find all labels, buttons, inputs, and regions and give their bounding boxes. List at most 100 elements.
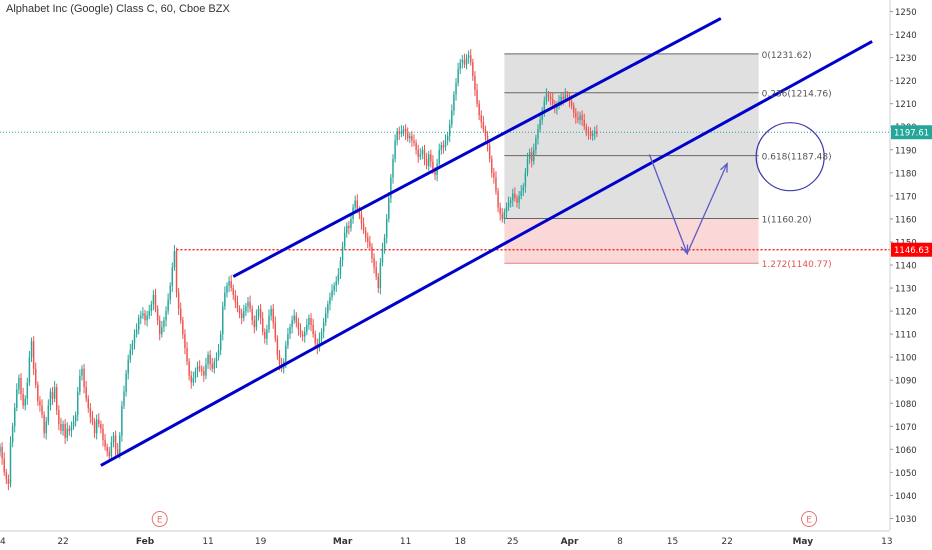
candle-body xyxy=(135,329,138,335)
candle-body xyxy=(144,313,146,321)
time-axis-label: 11 xyxy=(400,537,411,547)
candle-body xyxy=(274,322,277,339)
candle-body xyxy=(228,281,230,286)
candle-body xyxy=(421,149,424,155)
candle-body xyxy=(70,426,73,431)
candle-body xyxy=(442,145,445,148)
candle-body xyxy=(137,318,140,330)
candle-body xyxy=(116,449,119,454)
candle-body xyxy=(396,131,398,141)
candle-body xyxy=(337,274,340,282)
candle-body xyxy=(566,94,569,97)
candle-body xyxy=(64,424,66,438)
time-axis-label: 11 xyxy=(202,537,213,547)
candle-body xyxy=(79,375,81,392)
fib-level-label: 1.272(1140.77) xyxy=(762,260,832,270)
candle-body xyxy=(98,419,100,424)
candle-body xyxy=(184,334,186,348)
price-axis-label: 1170 xyxy=(895,192,917,202)
candle-body xyxy=(230,281,232,289)
candle-body xyxy=(470,55,472,63)
time-axis-label: Apr xyxy=(561,537,579,547)
candle-body xyxy=(30,341,33,358)
candle-body xyxy=(77,391,79,415)
price-axis-label: 1070 xyxy=(895,423,917,433)
candle-body xyxy=(34,368,37,385)
candle-body xyxy=(194,371,197,378)
candle-body xyxy=(41,405,43,415)
chart-title: Alphabet Inc (Google) Class C, 60, Cboe … xyxy=(6,3,230,15)
candle-body xyxy=(207,354,209,365)
candle-body xyxy=(158,320,161,335)
price-axis-label: 1040 xyxy=(895,492,917,502)
time-axis-label: 13 xyxy=(881,537,892,547)
price-axis-label: 1140 xyxy=(895,262,917,272)
candle-body xyxy=(543,101,546,111)
candle-body xyxy=(11,426,14,443)
candle-body xyxy=(175,251,178,293)
candle-body xyxy=(507,202,510,208)
candle-body xyxy=(581,115,583,120)
candle-body xyxy=(495,177,497,192)
candle-body xyxy=(583,119,585,127)
candle-body xyxy=(394,140,396,159)
candle-body xyxy=(572,106,575,113)
time-axis-label: 22 xyxy=(57,537,68,547)
candle-body xyxy=(383,237,386,249)
fib-level-label: 0.236(1214.76) xyxy=(762,90,832,100)
candle-body xyxy=(119,435,121,454)
candle-body xyxy=(192,377,195,383)
candle-body xyxy=(272,308,274,323)
candle-body xyxy=(593,131,596,134)
candle-body xyxy=(415,142,417,150)
candle-body xyxy=(314,334,316,344)
candle-body xyxy=(501,214,504,219)
candle-body xyxy=(457,69,459,83)
candle-body xyxy=(114,435,117,450)
resistance-level-tag xyxy=(891,242,932,257)
candle-body xyxy=(358,209,361,215)
candle-body xyxy=(68,428,71,431)
candle-body xyxy=(356,200,358,210)
candle-body xyxy=(24,398,26,406)
candle-body xyxy=(26,382,29,399)
candle-body xyxy=(28,357,31,383)
candle-body xyxy=(575,112,577,118)
candle-body xyxy=(505,207,508,212)
candle-body xyxy=(179,308,182,321)
candle-body xyxy=(327,304,329,314)
candle-body xyxy=(434,170,436,176)
candle-body xyxy=(240,313,243,318)
time-axis-label: May xyxy=(792,537,813,547)
candle-body xyxy=(476,89,478,104)
candle-body xyxy=(535,138,537,150)
candle-body xyxy=(467,55,470,58)
candle-body xyxy=(93,421,96,434)
candle-body xyxy=(146,315,148,321)
candle-body xyxy=(591,133,594,136)
candle-body xyxy=(276,338,279,355)
candle-body xyxy=(526,159,529,173)
candle-body xyxy=(253,320,256,328)
candle-body xyxy=(196,366,199,371)
candle-body xyxy=(7,479,10,484)
candle-body xyxy=(102,428,104,441)
candle-body xyxy=(541,110,543,120)
candle-body xyxy=(465,57,468,65)
candle-body xyxy=(18,377,20,390)
candle-body xyxy=(318,338,321,348)
arrow-head-up xyxy=(720,162,728,173)
candle-body xyxy=(299,329,302,335)
price-axis-label: 1060 xyxy=(895,446,917,456)
candle-body xyxy=(9,442,12,484)
candle-body xyxy=(472,62,474,77)
price-axis-label: 1250 xyxy=(895,8,917,18)
candle-body xyxy=(110,442,113,457)
candle-body xyxy=(303,331,306,337)
candle-body xyxy=(249,301,251,309)
candle-body xyxy=(238,308,241,314)
fib-level-label: 0.618(1187.48) xyxy=(762,153,832,163)
candle-body xyxy=(346,225,348,233)
candle-body xyxy=(1,447,3,459)
